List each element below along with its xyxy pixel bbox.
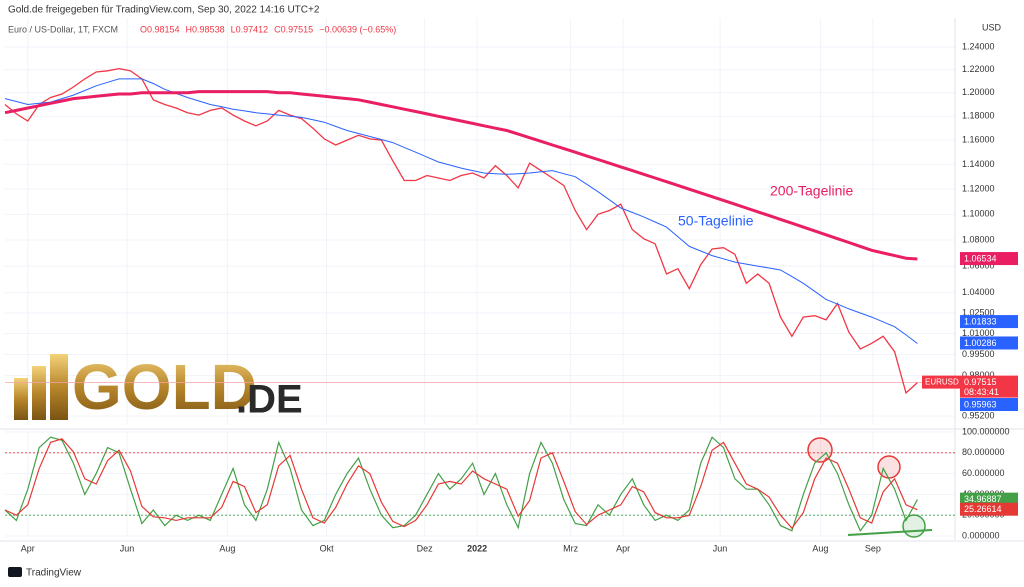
price-label-bg (960, 336, 1018, 350)
price-label: 25.26614 (964, 504, 1002, 514)
price-label-bg (960, 375, 1018, 398)
logo-suffix: .DE (236, 378, 303, 422)
price-label-bg (960, 502, 1018, 516)
y-tick-label: 0.95200 (962, 411, 995, 421)
price-label: 1.01833 (964, 316, 997, 326)
x-tick-label: Aug (219, 543, 235, 553)
price-label: 0.95963 (964, 399, 997, 409)
price-label: 1.00286 (964, 338, 997, 348)
countdown: 08:43:41 (964, 387, 999, 397)
trend-line (847, 529, 933, 536)
ohlc-value: L0.97412 (231, 24, 269, 34)
price-label-bg (960, 492, 1018, 506)
y-tick-label: 1.22000 (962, 64, 995, 74)
x-tick-label: Okt (320, 543, 335, 553)
y-tick-label: 1.02500 (962, 307, 995, 317)
x-tick-label: Dez (417, 543, 434, 553)
x-tick-label: Jun (713, 543, 728, 553)
price-label-bg (960, 398, 1018, 412)
series-line (4, 78, 918, 344)
ohlc-value: C0.97515 (274, 24, 313, 34)
price-label: 34.96887 (964, 494, 1002, 504)
y-tick-label: 1.04000 (962, 287, 995, 297)
y-tick-label: 60.000000 (962, 468, 1005, 478)
x-tick-label: Sep (865, 543, 881, 553)
y-tick-label: 1.08000 (962, 234, 995, 244)
ohlc-value: −0.00639 (−0.65%) (319, 24, 396, 34)
y-tick-label: 1.06000 (962, 260, 995, 270)
series-annotation: 200-Tagelinie (770, 183, 853, 199)
x-tick-label: Mrz (563, 543, 578, 553)
x-tick-label: Aug (812, 543, 828, 553)
highlight-circle (807, 437, 833, 463)
y-tick-label: 1.10000 (962, 209, 995, 219)
footer: TradingView (26, 568, 82, 579)
x-tick-label: 2022 (467, 543, 487, 553)
y-tick-label: 0.98000 (962, 370, 995, 380)
ohlc-value: H0.98538 (186, 24, 225, 34)
x-tick-label: Apr (616, 543, 630, 553)
logo-bar (14, 378, 28, 420)
y-tick-label: 80.000000 (962, 447, 1005, 457)
price-label-bg (960, 315, 1018, 329)
logo-main: GOLD (72, 351, 257, 423)
logo-bar (32, 366, 46, 420)
symbol-label-bg (922, 375, 960, 389)
logo-bar (50, 354, 68, 420)
y-tick-label: 1.12000 (962, 184, 995, 194)
y-tick-label: 0.99500 (962, 349, 995, 359)
x-tick-label: Apr (21, 543, 35, 553)
y-tick-label: 0.000000 (962, 530, 1000, 540)
series-line (4, 438, 918, 530)
series-line (4, 90, 918, 261)
y-tick-label: 1.20000 (962, 87, 995, 97)
tv-icon (8, 567, 22, 577)
series-line (4, 67, 918, 395)
y-tick-label: 1.24000 (962, 41, 995, 51)
series-line (4, 436, 918, 532)
y-tick-label: 100.000000 (962, 426, 1010, 436)
y-tick-label: 1.18000 (962, 111, 995, 121)
source-line: Gold.de freigegeben für TradingView.com,… (8, 5, 320, 16)
symbol: Euro / US-Dollar, 1T, FXCM (8, 24, 118, 34)
y-tick-label: 1.14000 (962, 159, 995, 169)
x-tick-label: Jun (120, 543, 135, 553)
logo: GOLD .DE (14, 351, 303, 423)
series-annotation: 50-Tagelinie (678, 213, 754, 229)
y-tick-label: 1.01000 (962, 328, 995, 338)
price-label: 1.06534 (964, 253, 997, 263)
highlight-circle (902, 514, 926, 538)
symbol-label: EURUSD (925, 378, 959, 387)
price-label-bg (960, 252, 1018, 266)
unit: USD (982, 22, 1002, 32)
y-tick-label: 1.16000 (962, 135, 995, 145)
ohlc-value: O0.98154 (140, 24, 180, 34)
price-label: 0.97515 (964, 377, 997, 387)
